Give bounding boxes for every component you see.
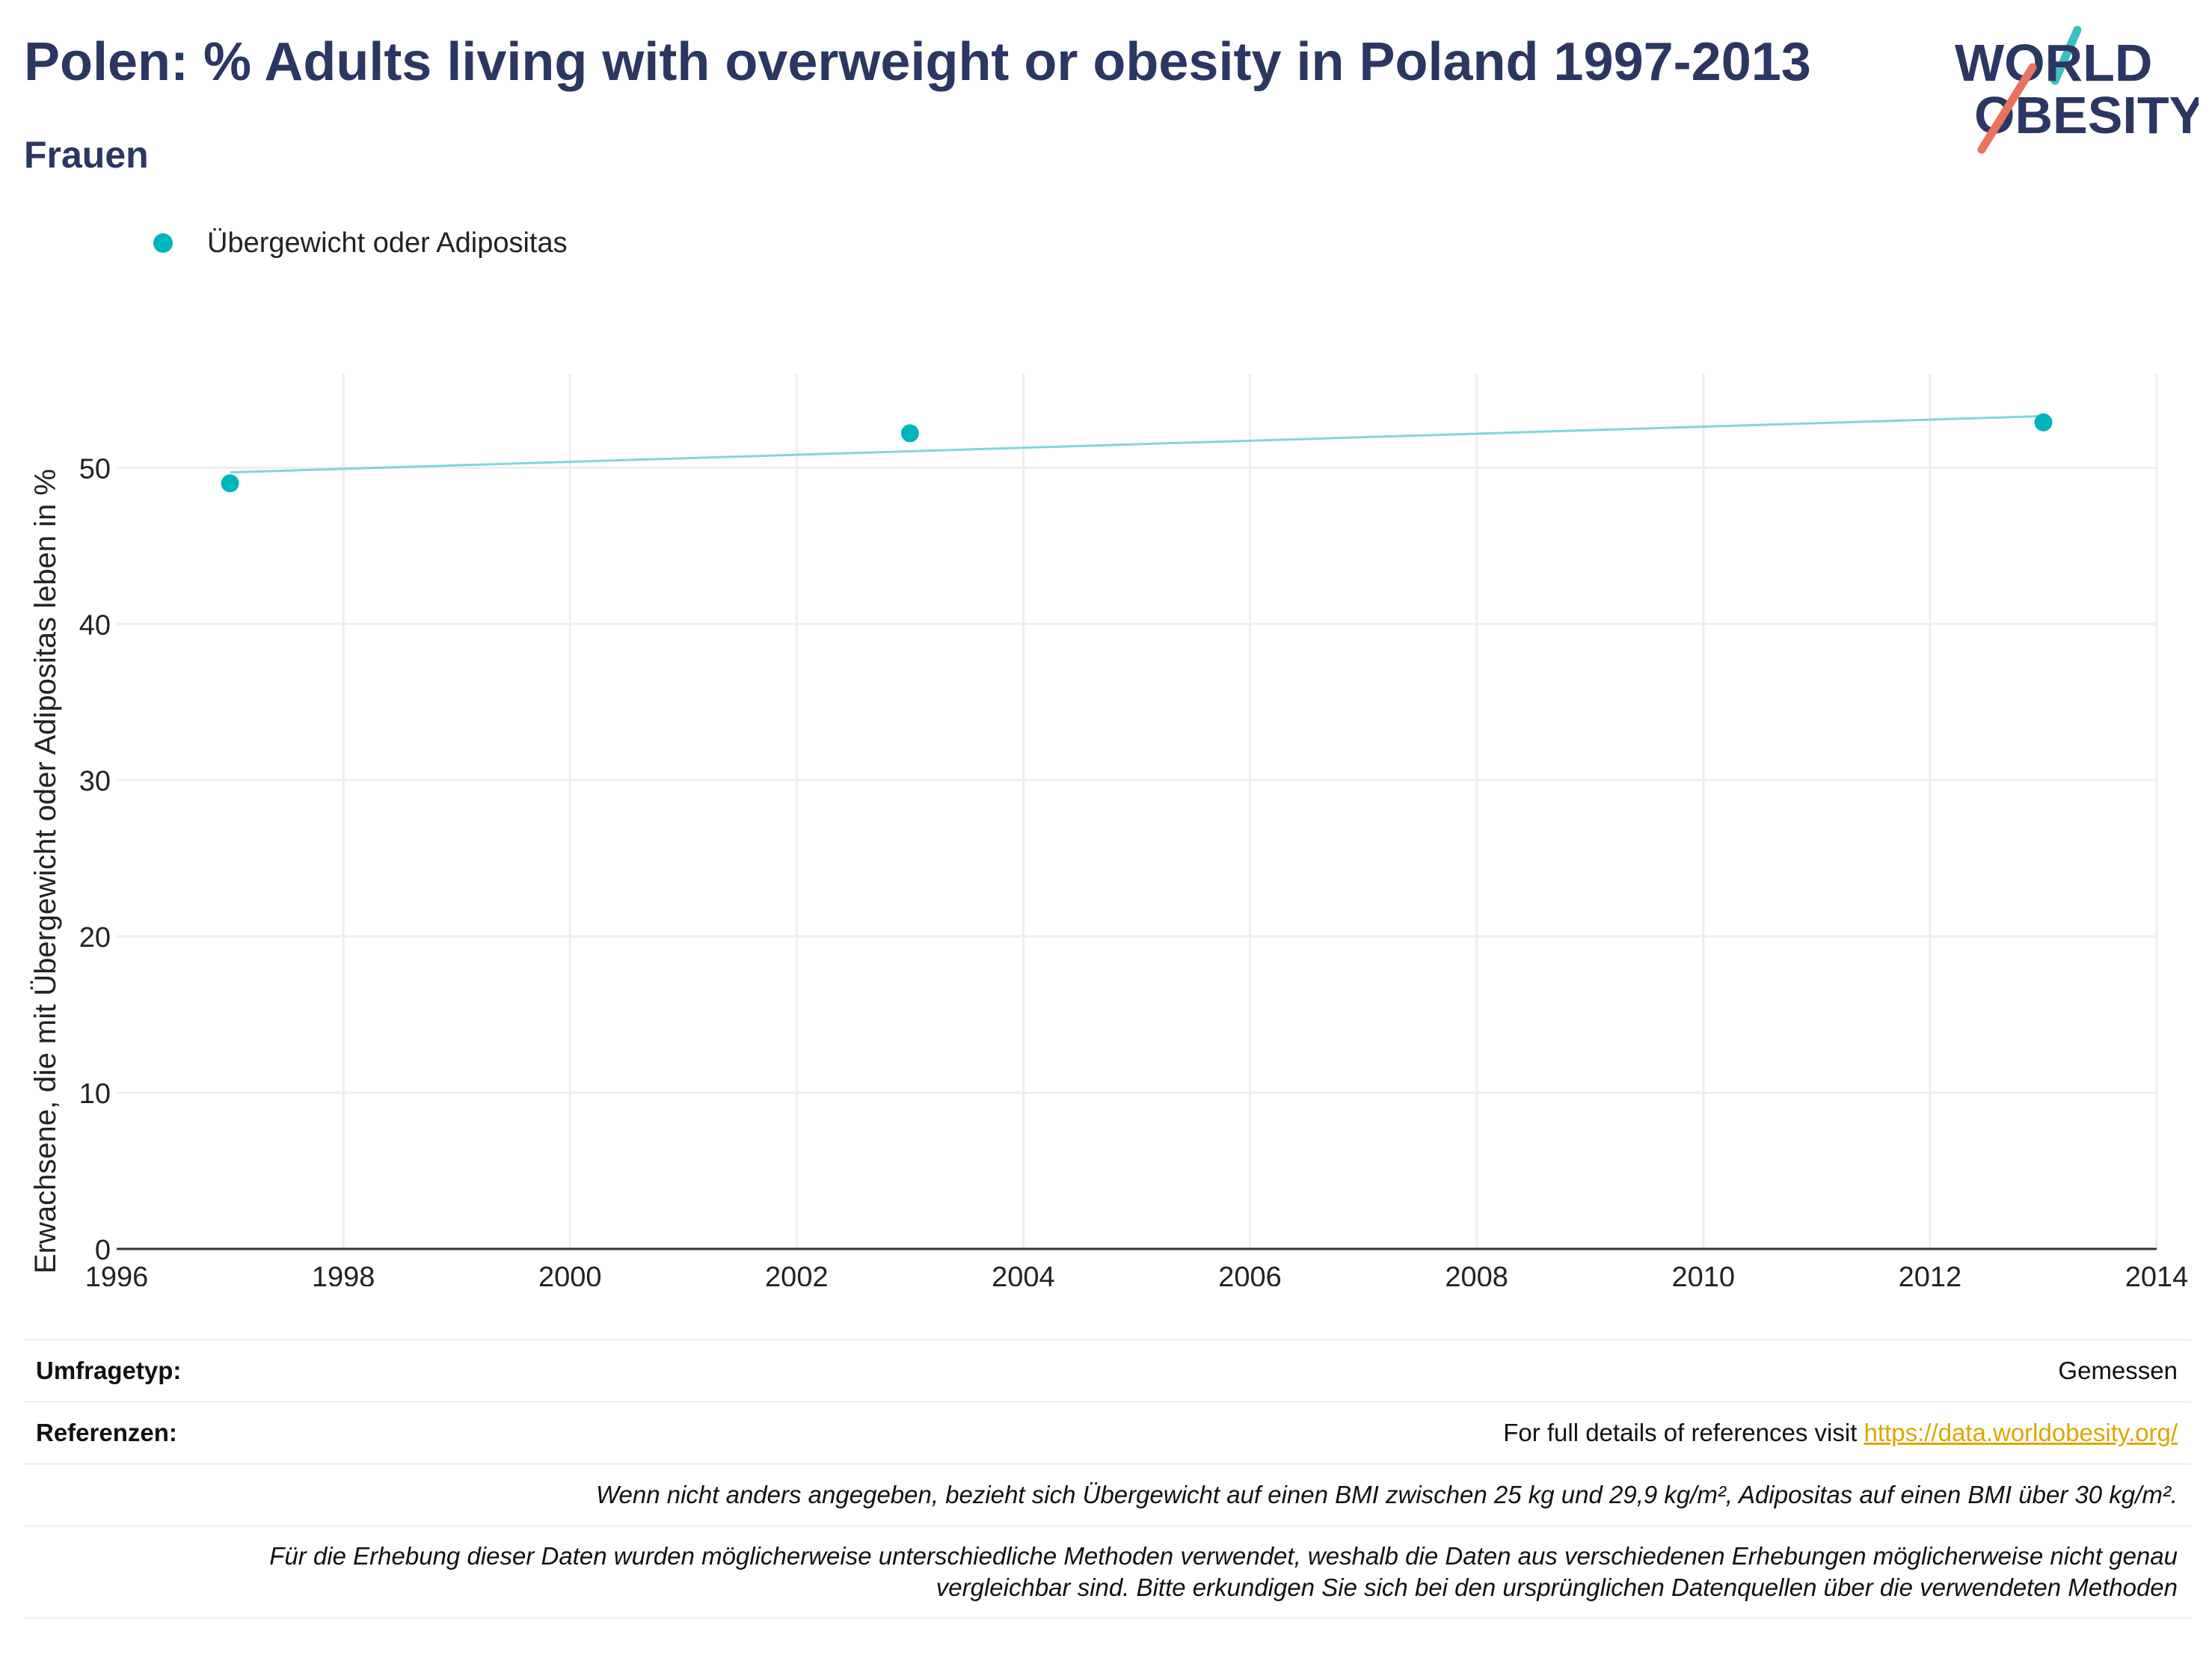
data-point bbox=[221, 474, 239, 493]
survey-type-value: Gemessen bbox=[2058, 1357, 2178, 1384]
x-tick-label: 1996 bbox=[85, 1262, 149, 1286]
data-point bbox=[2034, 413, 2053, 432]
y-tick-label: 0 bbox=[95, 1235, 111, 1266]
methods-note-line2: vergleichbar sind. Bitte erkundigen Sie … bbox=[936, 1573, 2178, 1601]
page-subtitle: Frauen bbox=[24, 134, 149, 176]
y-tick-label: 50 bbox=[79, 453, 111, 485]
references-label: Referenzen: bbox=[36, 1419, 177, 1446]
legend[interactable]: Übergewicht oder Adipositas bbox=[153, 224, 568, 262]
x-tick-label: 2008 bbox=[1445, 1262, 1508, 1286]
x-tick-label: 2000 bbox=[538, 1262, 602, 1286]
page-title: Polen: % Adults living with overweight o… bbox=[24, 32, 1811, 92]
y-tick-label: 30 bbox=[79, 766, 111, 797]
y-tick-label: 10 bbox=[79, 1078, 111, 1110]
chart-footer: Umfragetyp: Gemessen Referenzen: For ful… bbox=[24, 1339, 2191, 1619]
legend-label: Übergewicht oder Adipositas bbox=[207, 227, 568, 259]
x-tick-label: 2014 bbox=[2125, 1262, 2189, 1286]
x-tick-label: 2012 bbox=[1899, 1262, 1962, 1286]
survey-type-label: Umfragetyp: bbox=[36, 1357, 182, 1384]
references-text-wrap: For full details of references visit htt… bbox=[1503, 1419, 2178, 1447]
methods-note: Für die Erhebung dieser Daten wurden mög… bbox=[36, 1541, 2178, 1603]
data-point bbox=[900, 424, 919, 443]
footer-references-row: Referenzen: For full details of referenc… bbox=[24, 1401, 2191, 1463]
footer-note-methods: Für die Erhebung dieser Daten wurden mög… bbox=[24, 1525, 2191, 1619]
logo-line1: WORLD bbox=[1955, 34, 2152, 92]
y-axis-label: Erwachsene, die mit Übergewicht oder Adi… bbox=[29, 469, 62, 1274]
logo-coral-slash bbox=[1977, 63, 2037, 154]
logo-teal-slash bbox=[2050, 25, 2082, 85]
methods-note-line1: Für die Erhebung dieser Daten wurden mög… bbox=[269, 1542, 2178, 1570]
logo-line2: OBESITY bbox=[1974, 86, 2199, 144]
x-tick-label: 2004 bbox=[992, 1262, 1055, 1286]
y-tick-label: 40 bbox=[79, 610, 111, 641]
x-tick-label: 1998 bbox=[312, 1262, 375, 1286]
footer-survey-row: Umfragetyp: Gemessen bbox=[24, 1339, 2191, 1401]
legend-marker bbox=[153, 233, 173, 253]
x-tick-label: 2002 bbox=[765, 1262, 829, 1286]
footer-note-bmi: Wenn nicht anders angegeben, bezieht sic… bbox=[24, 1463, 2191, 1525]
bmi-note: Wenn nicht anders angegeben, bezieht sic… bbox=[595, 1481, 2178, 1508]
scatter-chart: 1996 1998 2000 2002 2004 2006 2008 2010 2012 2014… bbox=[29, 374, 2189, 1286]
world-obesity-logo: WORLD OBESITY bbox=[1955, 25, 2199, 154]
references-link[interactable]: https://data.worldobesity.org/ bbox=[1864, 1419, 2178, 1446]
x-tick-label: 2010 bbox=[1672, 1262, 1736, 1286]
trend-line bbox=[230, 414, 2044, 474]
y-tick-label: 20 bbox=[79, 922, 111, 954]
x-tick-label: 2006 bbox=[1218, 1262, 1282, 1286]
references-text: For full details of references visit bbox=[1503, 1419, 1864, 1446]
